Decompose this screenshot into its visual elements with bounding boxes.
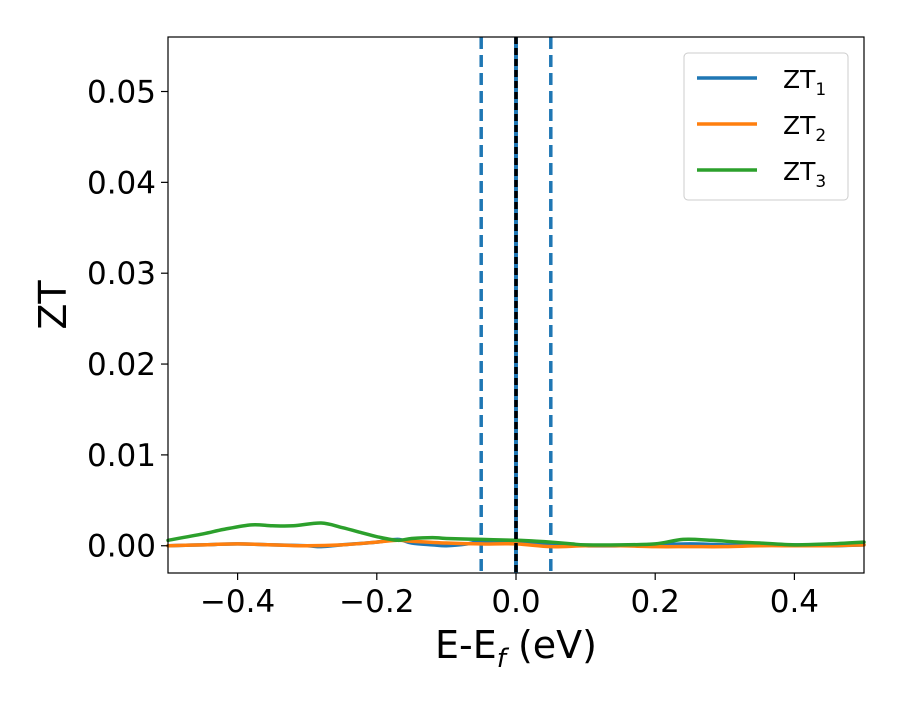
x-axis-title-main: E-E	[435, 623, 497, 667]
x-axis-ticks: −0.4 −0.2 0.0 0.2 0.4	[200, 573, 819, 620]
y-tick-label: 0.04	[87, 165, 156, 201]
series-line-zt2	[166, 538, 866, 549]
y-tick-label: 0.02	[87, 347, 156, 383]
legend-label-main: ZT	[783, 65, 816, 94]
legend-frame	[683, 52, 849, 201]
y-tick-label: 0.01	[87, 438, 156, 474]
y-tick-label: 0.03	[87, 256, 156, 292]
legend-label-1: ZT2	[783, 111, 826, 146]
legend-label-2: ZT3	[783, 157, 826, 192]
x-tick-label: −0.4	[200, 584, 275, 620]
y-axis-ticks: 0.00 0.01 0.02 0.03 0.04 0.05	[87, 75, 168, 565]
legend-label-sub: 2	[815, 126, 826, 146]
x-tick-label: 0.2	[631, 584, 680, 620]
x-tick-label: 0.0	[491, 584, 540, 620]
legend-label-sub: 3	[815, 172, 826, 192]
legend-label-0: ZT1	[783, 65, 826, 100]
x-tick-label: −0.2	[339, 584, 414, 620]
legend-label-main: ZT	[783, 111, 816, 140]
series-line-zt3	[166, 521, 866, 547]
x-tick-label: 0.4	[770, 584, 819, 620]
y-tick-label: 0.00	[87, 529, 156, 565]
legend-label-main: ZT	[783, 157, 816, 186]
y-axis-title: ZT	[31, 280, 75, 330]
series-layer	[166, 521, 866, 549]
y-tick-label: 0.05	[87, 75, 156, 111]
legend-label-sub: 1	[815, 80, 826, 100]
x-axis-title: E-Ef (eV)	[435, 623, 597, 674]
x-axis-title-unit: (eV)	[506, 623, 597, 667]
